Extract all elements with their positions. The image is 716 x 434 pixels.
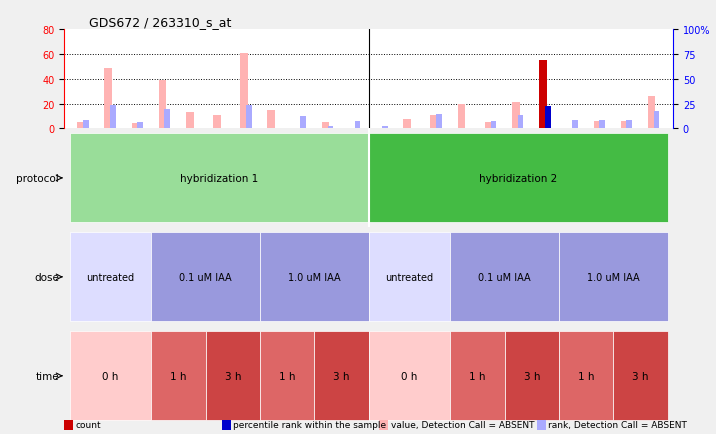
Bar xyxy=(369,233,450,322)
Text: 3 h: 3 h xyxy=(225,371,241,381)
Bar xyxy=(450,332,505,421)
Bar xyxy=(268,111,275,129)
Bar xyxy=(512,103,520,129)
Bar xyxy=(159,81,166,129)
Bar xyxy=(450,233,559,322)
Bar xyxy=(599,121,605,129)
Text: 1 h: 1 h xyxy=(578,371,594,381)
Text: 1 h: 1 h xyxy=(469,371,485,381)
Bar xyxy=(186,113,193,129)
Bar xyxy=(648,97,655,129)
Bar xyxy=(241,54,248,129)
Bar xyxy=(77,123,85,129)
Bar xyxy=(327,127,333,129)
Text: 1 h: 1 h xyxy=(279,371,296,381)
Bar xyxy=(559,233,667,322)
Bar xyxy=(151,332,205,421)
Bar xyxy=(83,121,89,129)
Bar xyxy=(70,233,151,322)
Text: count: count xyxy=(76,421,102,429)
Bar xyxy=(621,122,628,129)
Bar xyxy=(518,115,523,129)
Bar xyxy=(403,119,411,129)
Text: time: time xyxy=(35,371,59,381)
Bar xyxy=(151,233,260,322)
Bar xyxy=(321,123,329,129)
Bar xyxy=(70,134,369,223)
Bar xyxy=(539,61,547,129)
Text: percentile rank within the sample: percentile rank within the sample xyxy=(233,421,387,429)
Text: protocol: protocol xyxy=(16,174,59,184)
Text: 1.0 uM IAA: 1.0 uM IAA xyxy=(587,272,639,282)
Bar xyxy=(382,127,387,129)
Bar xyxy=(430,115,438,129)
Bar xyxy=(654,112,659,129)
Text: untreated: untreated xyxy=(87,272,135,282)
Text: 0.1 uM IAA: 0.1 uM IAA xyxy=(478,272,531,282)
Bar xyxy=(246,105,252,129)
Bar xyxy=(545,107,551,129)
Text: 0 h: 0 h xyxy=(102,371,119,381)
Bar xyxy=(105,69,112,129)
Bar xyxy=(369,134,667,223)
Bar xyxy=(132,124,139,129)
Text: 3 h: 3 h xyxy=(523,371,540,381)
Bar xyxy=(572,121,578,129)
Text: hybridization 2: hybridization 2 xyxy=(479,174,557,184)
Bar xyxy=(70,332,151,421)
Bar xyxy=(626,121,632,129)
Text: 3 h: 3 h xyxy=(334,371,350,381)
Bar xyxy=(369,332,450,421)
Bar xyxy=(110,105,116,129)
Bar xyxy=(165,109,170,129)
Text: untreated: untreated xyxy=(385,272,434,282)
Bar xyxy=(260,332,314,421)
Bar xyxy=(213,115,221,129)
Text: 3 h: 3 h xyxy=(632,371,649,381)
Bar xyxy=(300,117,306,129)
Bar xyxy=(485,123,493,129)
Bar xyxy=(436,114,442,129)
Bar xyxy=(314,332,369,421)
Bar xyxy=(260,233,369,322)
Text: 1 h: 1 h xyxy=(170,371,187,381)
Text: value, Detection Call = ABSENT: value, Detection Call = ABSENT xyxy=(391,421,534,429)
Bar xyxy=(137,123,143,129)
Text: 0 h: 0 h xyxy=(401,371,417,381)
Text: rank, Detection Call = ABSENT: rank, Detection Call = ABSENT xyxy=(548,421,687,429)
Text: GDS672 / 263310_s_at: GDS672 / 263310_s_at xyxy=(89,16,231,29)
Bar xyxy=(559,332,614,421)
Bar xyxy=(614,332,667,421)
Bar xyxy=(594,122,601,129)
Bar xyxy=(505,332,559,421)
Bar xyxy=(205,332,260,421)
Text: 0.1 uM IAA: 0.1 uM IAA xyxy=(180,272,232,282)
Text: dose: dose xyxy=(34,272,59,282)
Bar xyxy=(354,122,360,129)
Bar xyxy=(490,122,496,129)
Text: hybridization 1: hybridization 1 xyxy=(180,174,258,184)
Text: 1.0 uM IAA: 1.0 uM IAA xyxy=(288,272,341,282)
Bar xyxy=(458,105,465,129)
